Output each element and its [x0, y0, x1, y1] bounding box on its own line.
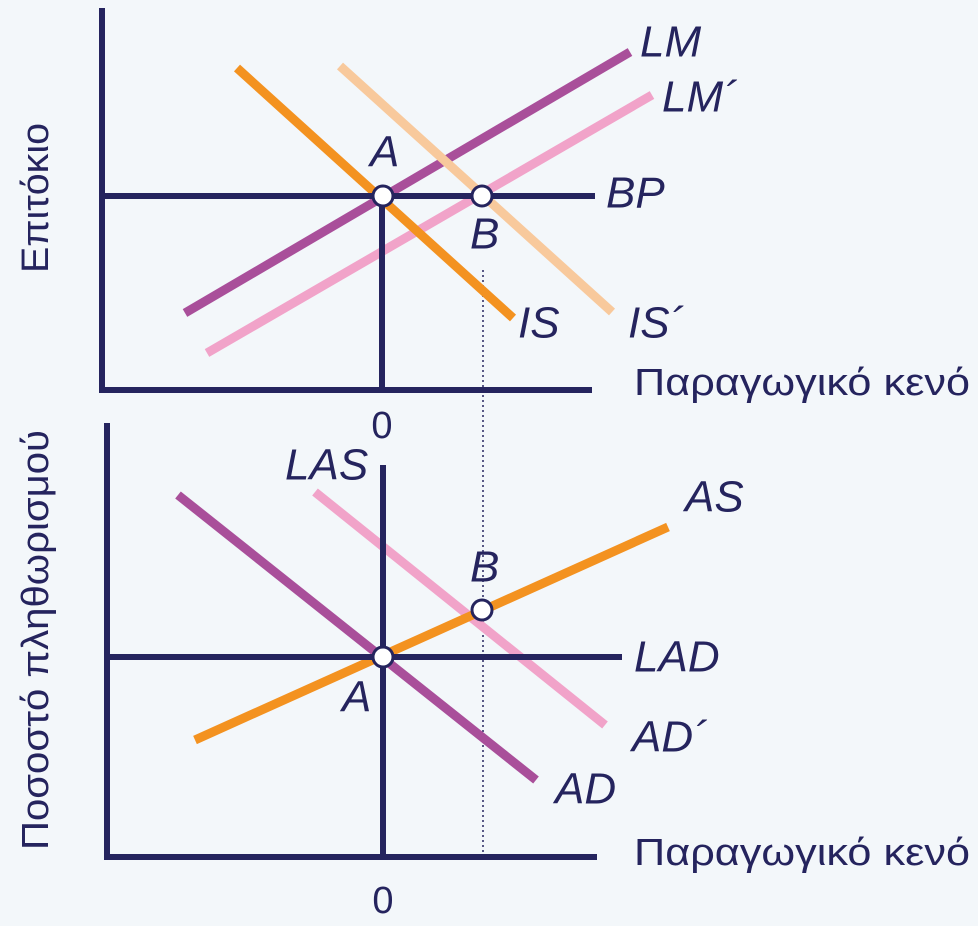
curve-label: AD´	[629, 713, 708, 762]
point	[470, 184, 494, 208]
point-label: A	[339, 673, 371, 722]
ad-prime-curve	[312, 488, 608, 729]
curve-label: LM	[640, 18, 701, 67]
y-axis-label: Επιτόκιο	[15, 123, 57, 273]
origin-label: 0	[371, 405, 392, 447]
origin-label: 0	[372, 880, 393, 922]
point	[371, 184, 395, 208]
curve-label: AD	[552, 765, 616, 814]
curve-label: BP	[606, 169, 665, 218]
curve-label: IS	[518, 299, 560, 348]
x-axis-label: Παραγωγικό κενό	[634, 832, 970, 874]
y-axis-label: Ποσοστό πληθωρισμού	[15, 430, 57, 850]
point-label: B	[470, 210, 499, 259]
curve-label: IS´	[628, 299, 684, 348]
as-curve	[193, 522, 670, 745]
lm-prime-curve	[204, 91, 655, 357]
curve-label: LM´	[662, 73, 738, 122]
curve-label: LAD	[634, 633, 720, 682]
curve-label: LAS	[285, 441, 368, 490]
bottom-panel: LAS AS LAD AD´ AD A B Παραγωγικό κενό 0 …	[15, 423, 970, 922]
point-label: B	[470, 543, 499, 592]
lm-curve	[182, 48, 633, 317]
ad-curve	[175, 491, 539, 784]
point-label: A	[367, 128, 399, 177]
point	[371, 645, 395, 669]
x-axis-label: Παραγωγικό κενό	[634, 362, 970, 404]
top-panel: LM LM´ BP IS IS´ A B Παραγωγικό κενό 0 Ε…	[15, 8, 970, 857]
curve-label: AS	[682, 473, 744, 522]
point	[470, 598, 494, 622]
